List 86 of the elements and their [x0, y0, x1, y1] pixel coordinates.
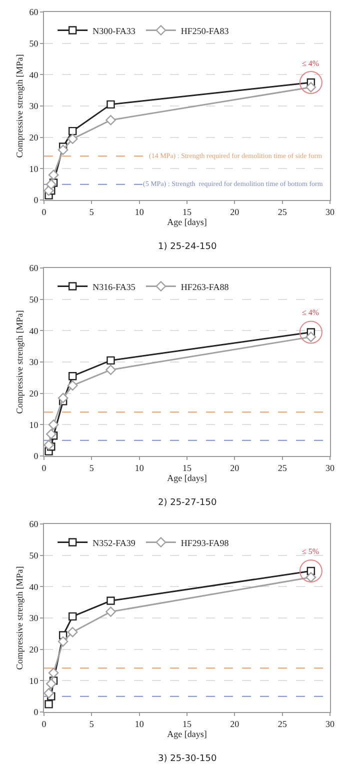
point [48, 668, 59, 678]
x-axis-title: Age [days] [167, 728, 207, 739]
x-tick-label: 15 [182, 206, 192, 217]
point [67, 134, 78, 144]
legend-label: N300-FA33 [92, 26, 136, 36]
x-tick-label: 10 [134, 206, 144, 217]
y-tick-label: 10 [29, 164, 39, 174]
x-tick-label: 20 [230, 206, 240, 217]
text: 2) 25-27-150 [158, 498, 217, 508]
point [44, 440, 54, 450]
y-tick-label: 30 [29, 613, 39, 624]
point [58, 636, 68, 647]
point [106, 100, 115, 109]
x-tick-label: 30 [326, 718, 335, 729]
point [44, 185, 54, 196]
x-tick-label: 10 [134, 462, 144, 473]
y-tick-label: 30 [29, 357, 39, 368]
x-tick-label: 5 [89, 206, 94, 217]
legend-label: N316-FA35 [92, 282, 136, 292]
point [46, 678, 56, 689]
x-tick-label: 30 [326, 206, 335, 217]
point [106, 596, 115, 605]
x-tick-label: 15 [182, 718, 192, 729]
x-tick-label: 25 [278, 206, 288, 217]
y-tick-label: 40 [29, 582, 39, 592]
x-tick-label: 0 [42, 206, 47, 217]
point [44, 700, 53, 708]
y-axis-title: Compressive strength [MPa] [14, 54, 25, 158]
y-tick-label: 50 [29, 294, 39, 304]
point [46, 179, 56, 190]
point [106, 364, 116, 375]
y-tick-label: 10 [29, 420, 39, 430]
y-tick-label: 50 [29, 38, 39, 48]
y-tick-label: 30 [29, 101, 39, 112]
text: 1) 25-24-150 [158, 242, 217, 252]
point [58, 392, 68, 404]
point [44, 688, 54, 698]
y-axis-title: Compressive strength [MPa] [14, 566, 25, 670]
point [48, 170, 59, 180]
y-tick-label: 40 [29, 70, 39, 80]
point [106, 356, 115, 365]
y-tick-label: 60 [29, 263, 39, 274]
annotation: ≤ 4% [302, 59, 320, 68]
point [68, 372, 77, 380]
x-tick-label: 20 [230, 462, 240, 473]
y-tick-label: 0 [34, 707, 39, 718]
point [67, 380, 78, 391]
y-tick-label: 60 [29, 7, 39, 18]
y-tick-label: 50 [29, 550, 39, 560]
legend-label: N352-FA39 [92, 538, 136, 548]
x-tick-label: 5 [89, 462, 94, 473]
y-tick-label: 20 [29, 132, 39, 142]
x-tick-label: 30 [326, 462, 335, 473]
legend-label: HF263-FA88 [180, 282, 230, 292]
x-axis-title: Age [days] [167, 216, 207, 227]
point [68, 612, 77, 621]
point [46, 428, 56, 440]
legend-label: HF250-FA83 [180, 26, 230, 36]
x-tick-label: 10 [134, 718, 144, 729]
text: 3) 25-30-150 [158, 754, 217, 764]
annotation: ≤ 4% [302, 308, 320, 317]
x-tick-label: 25 [278, 462, 288, 473]
point [106, 114, 116, 126]
point [48, 420, 59, 430]
x-tick-label: 0 [42, 718, 47, 729]
point [68, 126, 77, 136]
point [106, 606, 116, 617]
annotation: ≤ 5% [302, 547, 320, 556]
x-tick-label: 0 [42, 462, 47, 473]
y-tick-label: 10 [29, 676, 39, 686]
y-tick-label: 0 [34, 195, 39, 206]
legend-label: HF293-FA98 [180, 538, 230, 548]
y-axis-title: Compressive strength [MPa] [14, 310, 25, 414]
y-tick-label: 60 [29, 519, 39, 530]
x-tick-label: 20 [230, 718, 240, 729]
point [58, 144, 68, 156]
y-tick-label: 20 [29, 644, 39, 654]
y-tick-label: 40 [29, 326, 39, 336]
y-tick-label: 0 [34, 451, 39, 462]
x-tick-label: 5 [89, 718, 94, 729]
x-tick-label: 15 [182, 462, 192, 473]
point [67, 626, 78, 638]
point [306, 572, 316, 582]
x-axis-title: Age [days] [167, 472, 207, 483]
x-tick-label: 25 [278, 718, 288, 729]
y-tick-label: 20 [29, 388, 39, 398]
